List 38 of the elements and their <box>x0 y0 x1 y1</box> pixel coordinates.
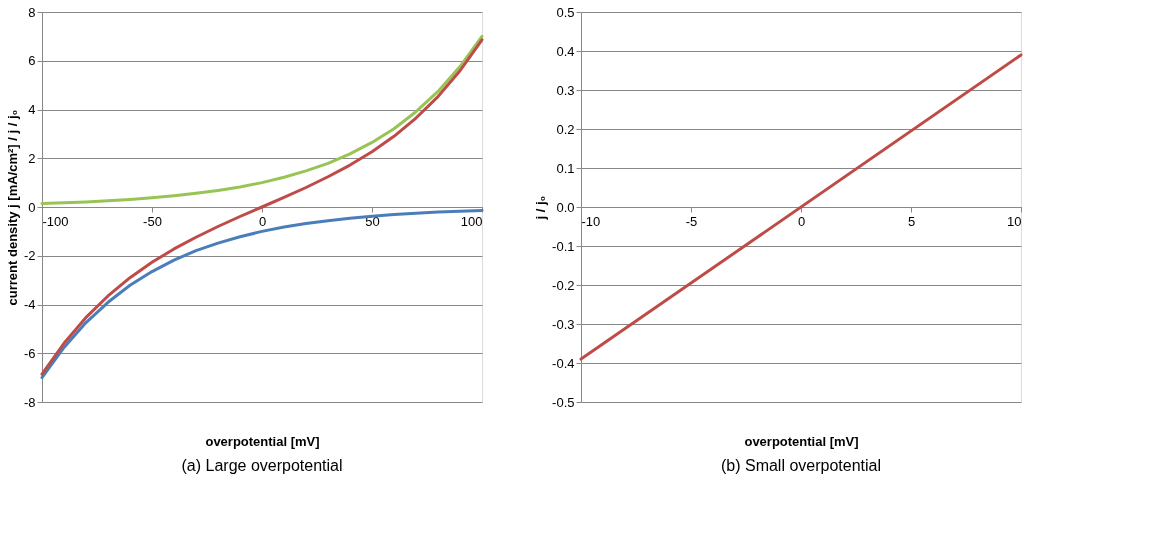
y-tick-label: -6 <box>23 345 36 361</box>
x-axis-title: overpotential [mV] <box>205 433 320 449</box>
x-tick-label: -100 <box>42 213 69 229</box>
y-tick-label: -0.1 <box>552 238 575 254</box>
y-tick-label: -0.2 <box>552 277 575 293</box>
y-tick-label: -0.3 <box>552 316 575 332</box>
text: (a) Large overpotential <box>181 457 343 474</box>
y-tick-label: 4 <box>28 102 36 117</box>
y-tick-label: -0.4 <box>552 355 575 371</box>
text: (b) Small overpotential <box>720 457 882 474</box>
y-axis-title: j / j₀ <box>533 195 549 221</box>
x-tick-label: -50 <box>143 213 162 229</box>
y-tick-label: 0.0 <box>556 199 575 215</box>
line-series <box>40 208 484 380</box>
y-tick-label: -2 <box>23 248 36 264</box>
y-tick-label: -8 <box>23 394 36 410</box>
y-tick-label: 0.3 <box>556 82 575 98</box>
x-tick-label: 10 <box>1007 213 1022 229</box>
y-tick-label: 2 <box>28 150 36 166</box>
y-tick-label: 8 <box>28 4 36 20</box>
y-tick-label: 0.1 <box>556 160 575 176</box>
x-tick-label: 0 <box>258 213 267 229</box>
y-tick-label: 6 <box>28 53 36 69</box>
line-series <box>40 38 484 376</box>
y-axis-title: current density j [mA/cm²] / j / j₀ <box>4 109 20 306</box>
y-tick-label: 0.5 <box>556 4 575 20</box>
x-axis-title: overpotential [mV] <box>744 433 859 449</box>
x-tick-label: 0 <box>797 213 806 229</box>
y-tick-label: -0.5 <box>552 394 575 410</box>
x-tick-label: -10 <box>581 213 601 229</box>
y-tick-label: 0 <box>28 199 36 215</box>
y-tick-label: -4 <box>23 297 36 312</box>
line-series <box>40 34 484 206</box>
x-tick-label: 5 <box>907 213 916 229</box>
y-tick-label: 0.4 <box>556 43 575 59</box>
x-tick-label: 100 <box>460 213 483 229</box>
y-tick-label: 0.2 <box>556 121 575 137</box>
x-tick-label: -5 <box>685 213 698 229</box>
